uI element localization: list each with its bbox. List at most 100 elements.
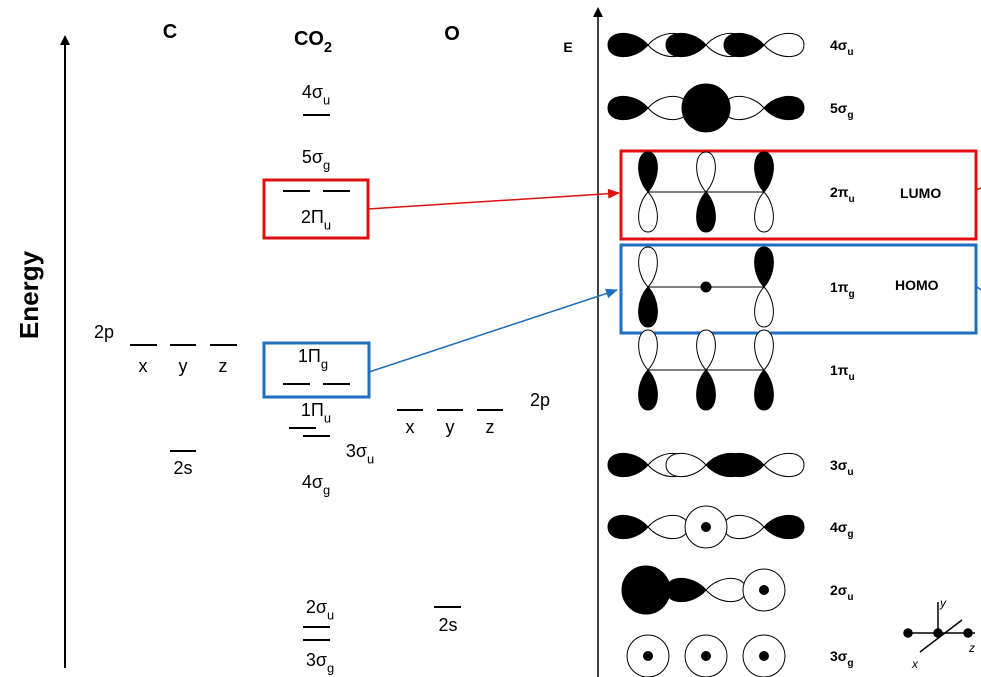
lobe (755, 287, 774, 327)
label-sub: g (847, 658, 853, 669)
lobe (608, 96, 648, 119)
lobe (608, 453, 648, 476)
label-sub: u (849, 372, 855, 383)
label-sub: u (847, 47, 853, 58)
lobe (755, 330, 774, 370)
label-sub: g (323, 482, 330, 497)
lobe (724, 515, 764, 538)
co2-level-label: 5σg (302, 147, 330, 172)
lobe (639, 330, 658, 370)
lobe (764, 96, 804, 119)
lobe (639, 370, 658, 410)
label-sub: u (324, 410, 331, 425)
co2-level-label: 1Πu (301, 400, 331, 425)
label-main: 4σ (830, 37, 848, 53)
nucleus (643, 651, 653, 661)
orbital-label: 3σg (830, 648, 854, 669)
label-main: CO (294, 28, 324, 50)
orbital-label: 5σg (830, 100, 854, 121)
label-sub: u (324, 217, 331, 232)
lobe (697, 370, 716, 410)
orbital-label: 1πu (830, 362, 855, 383)
co2-level-label: 3σg (306, 650, 334, 675)
co2-level-label: 1Πg (298, 346, 328, 371)
orbital-label: 4σu (830, 37, 854, 58)
label-main: 4σ (830, 519, 848, 535)
label-main: 1π (830, 362, 849, 378)
c-p-orbital: y (179, 356, 188, 376)
axis-x: x (911, 657, 919, 671)
lobe (764, 453, 804, 476)
c-p-orbital: x (139, 356, 148, 376)
orbital-label: 2πu (830, 184, 855, 205)
label-sub: u (849, 194, 855, 205)
lumo-label: LUMO (900, 185, 941, 201)
co2-levels (283, 115, 350, 640)
lobe (697, 330, 716, 370)
energy-label: Energy (14, 250, 44, 339)
label-main: 1π (830, 279, 849, 295)
label-main: 3σ (830, 648, 848, 664)
lobe (682, 84, 730, 132)
label-sub: g (849, 289, 855, 300)
lobe (697, 152, 716, 192)
c-p-orbital: z (219, 356, 228, 376)
col-co2: CO2 (294, 28, 332, 56)
label-sub: g (847, 529, 853, 540)
label-main: 2σ (306, 597, 327, 617)
label-sub: g (323, 157, 330, 172)
label-sub: g (321, 356, 328, 371)
lobe (755, 152, 774, 192)
label-main: 1Π (301, 400, 324, 420)
label-main: 4σ (302, 472, 323, 492)
nucleus (701, 651, 711, 661)
lobe (639, 287, 658, 327)
label-main: 2σ (830, 582, 848, 598)
c-2s: 2s (173, 458, 192, 478)
lobe (666, 33, 706, 56)
label-main: 5σ (830, 100, 848, 116)
o-p-orbital: y (446, 417, 455, 437)
co2-level-label: 3σu (346, 441, 374, 466)
lobe (724, 453, 764, 476)
co2-level-label: 2σu (306, 597, 334, 622)
label-sub: u (847, 467, 853, 478)
col-o: O (444, 23, 460, 45)
label-sub: u (323, 92, 330, 107)
label-main: 5σ (302, 147, 323, 167)
label-sub: u (327, 607, 334, 622)
lobe (755, 192, 774, 232)
homo-arrow (369, 290, 617, 372)
label-main: 4σ (302, 82, 323, 102)
label-sub: g (327, 660, 334, 675)
lobe (608, 515, 648, 538)
label-sub: u (847, 592, 853, 603)
lobe (755, 247, 774, 287)
lobe (764, 33, 804, 56)
lobe (648, 515, 688, 538)
label-main: 3σ (306, 650, 327, 670)
lobe (724, 33, 764, 56)
lobe (764, 515, 804, 538)
lobe (755, 370, 774, 410)
orbital-drawings (608, 33, 804, 677)
co2-level-label: 4σg (302, 472, 330, 497)
homo-label: HOMO (895, 277, 939, 293)
co2-level-label: 4σu (302, 82, 330, 107)
o-p-orbital: z (486, 417, 495, 437)
axis-y: y (939, 596, 947, 610)
axis-z: z (968, 641, 975, 655)
mo-diagram: EnergyCCO2O2pxyz2sxyz2p2s4σu5σg2Πu1Πg1Πu… (0, 0, 981, 677)
label-sub: u (367, 451, 374, 466)
nucleus (701, 522, 711, 532)
c-2p: 2p (94, 322, 114, 342)
o-p-orbital: x (406, 417, 415, 437)
label-main: 2Π (301, 207, 324, 227)
lobe (666, 578, 706, 601)
o-2p: 2p (530, 390, 550, 410)
orbital-label: 1πg (830, 279, 855, 300)
nucleus (759, 585, 769, 595)
lobe (639, 152, 658, 192)
col-c: C (163, 21, 177, 43)
label-sub: 2 (324, 40, 332, 56)
